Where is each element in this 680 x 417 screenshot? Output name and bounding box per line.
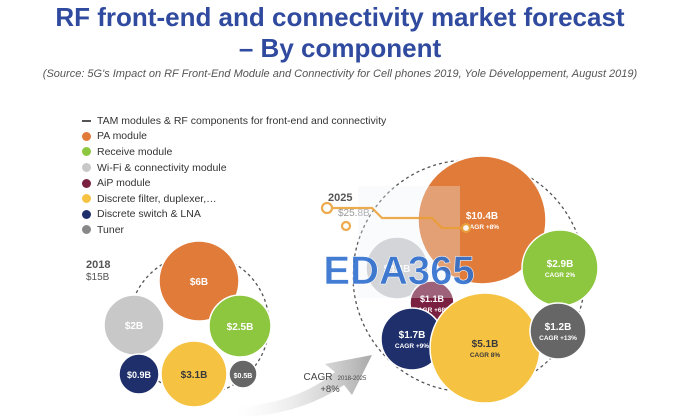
- watermark-circuit-icon: [332, 206, 470, 230]
- bubble-value-label: $4.4B: [384, 264, 411, 275]
- growth-arrow: [235, 355, 372, 417]
- legend-item: Wi-Fi & connectivity module: [82, 160, 386, 176]
- bubble-cagr-label: CAGR +13%: [539, 335, 577, 342]
- legend-label: Discrete switch & LNA: [97, 208, 201, 221]
- legend-dot-icon: [82, 163, 91, 173]
- bubble-value-label: $1.2B: [545, 322, 572, 333]
- arrow-label: CAGR 2018-2025 +8%: [304, 372, 367, 395]
- arrow-cagr-value: +8%: [320, 384, 340, 395]
- arrow-cagr-label: CAGR: [304, 372, 333, 383]
- bubble-2018-pa: $6B: [158, 240, 240, 322]
- legend-item: TAM modules & RF components for front-en…: [82, 113, 386, 129]
- legend-item: Receive module: [82, 144, 386, 160]
- bubble-value-label: $0.9B: [127, 370, 152, 380]
- bubble-value-label: $6B: [190, 277, 208, 288]
- bubble-shape: [208, 294, 272, 358]
- bubble-cagr-label: CAGR +68%: [413, 307, 451, 314]
- watermark-text: EDA365: [323, 249, 474, 293]
- legend-label: Tuner: [97, 223, 125, 236]
- year-label-2018: 2018: [86, 259, 110, 271]
- legend-dot-icon: [82, 209, 91, 219]
- bubble-shape: [158, 240, 240, 322]
- total-label-2018: $15B: [86, 272, 110, 283]
- bubble-2018-receive: $2.5B: [208, 294, 272, 358]
- bubble-2025-tuner: $1.2B CAGR +13%: [529, 302, 587, 360]
- legend: TAM modules & RF components for front-en…: [82, 113, 386, 238]
- bubble-shape: [417, 155, 547, 285]
- bubble-value-label: $10.4B: [466, 211, 498, 222]
- bubble-value-label: $2.9B: [547, 259, 574, 270]
- watermark-node-2: [340, 220, 352, 232]
- legend-dot-icon: [82, 178, 91, 188]
- bubble-value-label: $2.5B: [227, 322, 254, 333]
- year-label-2025: 2025: [328, 192, 352, 204]
- legend-label: AiP module: [97, 177, 151, 190]
- bubble-2025-pa: $10.4B CAGR +8%: [417, 155, 547, 285]
- legend-item: AiP module: [82, 175, 386, 191]
- bubble-2018-tuner: $0.5B: [228, 359, 258, 389]
- bubble-value-label: $5.1B: [472, 339, 499, 350]
- bubble-cagr-label: CAGR +8%: [465, 224, 499, 231]
- bubble-2025-wifi: $4.4B: [365, 236, 429, 300]
- bubble-cagr-label: CAGR 8%: [470, 352, 501, 359]
- legend-dash-icon: [82, 119, 91, 122]
- bubble-2018-wifi: $2B: [103, 294, 165, 356]
- watermark: EDA365: [320, 186, 475, 298]
- watermark-node-1: [320, 201, 334, 215]
- legend-item: Discrete filter, duplexer,…: [82, 191, 386, 207]
- bubble-value-label: $1.1B: [420, 294, 445, 304]
- legend-label: TAM modules & RF components for front-en…: [97, 114, 387, 127]
- total-label-2025: $25.8B: [338, 208, 370, 219]
- legend-dot-icon: [82, 131, 91, 141]
- legend-label: Wi-Fi & connectivity module: [97, 161, 227, 174]
- bubble-2018-filter: $3.1B: [160, 340, 228, 408]
- bubble-shape: [365, 236, 429, 300]
- bubble-shape: [529, 302, 587, 360]
- bubble-cagr-label: CAGR 2%: [545, 272, 576, 279]
- bubble-cagr-label: CAGR +9%: [395, 343, 429, 350]
- title-line-2: – By component: [238, 33, 442, 63]
- legend-dot-icon: [82, 225, 91, 235]
- legend-label: Receive module: [97, 145, 173, 158]
- legend-item: Tuner: [82, 222, 386, 238]
- bubble-2025-receive: $2.9B CAGR 2%: [521, 229, 599, 307]
- bubble-value-label: $3.1B: [181, 370, 208, 381]
- bubble-2018-switch: $0.9B: [118, 353, 160, 395]
- bubble-value-label: $2B: [125, 321, 143, 332]
- legend-item: PA module: [82, 129, 386, 145]
- arrow-cagr-period: 2018-2025: [338, 376, 367, 382]
- bubble-value-label: $1.7B: [399, 330, 426, 341]
- bubble-value-label: $0.5B: [234, 373, 253, 380]
- legend-dot-icon: [82, 147, 91, 157]
- legend-item: Discrete switch & LNA: [82, 207, 386, 223]
- bubble-shape: [160, 340, 228, 408]
- watermark-node-3: [460, 222, 472, 234]
- legend-dot-icon: [82, 194, 91, 204]
- bubble-shape: [118, 353, 160, 395]
- bubble-shape: [228, 359, 258, 389]
- watermark-backdrop: [358, 186, 460, 298]
- legend-label: PA module: [97, 130, 148, 143]
- legend-label: Discrete filter, duplexer,…: [97, 192, 217, 205]
- source-note: (Source: 5G's Impact on RF Front-End Mod…: [42, 68, 638, 80]
- bubble-2025-filter: $5.1B CAGR 8%: [429, 292, 541, 404]
- title-line-1: RF front-end and connectivity market for…: [55, 2, 625, 32]
